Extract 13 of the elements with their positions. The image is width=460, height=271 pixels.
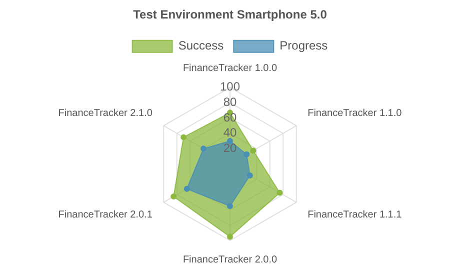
spoke-label: FinanceTracker 1.1.1 xyxy=(308,210,402,221)
spoke-label: FinanceTracker 1.0.0 xyxy=(182,63,278,74)
spoke-label: FinanceTracker 1.1.0 xyxy=(308,108,402,119)
spoke-label: FinanceTracker 2.1.0 xyxy=(58,108,153,119)
spoke-label: FinanceTracker 2.0.1 xyxy=(58,210,153,221)
y-tick-label: 40 xyxy=(223,126,237,140)
legend-label: Progress xyxy=(280,38,328,53)
y-tick-label: 80 xyxy=(223,95,237,110)
y-tick-label: 20 xyxy=(223,140,237,155)
y-tick-label: 100 xyxy=(220,80,240,94)
spoke-label: FinanceTracker 2.0.0 xyxy=(182,254,278,266)
chart-title: Test Environment Smartphone 5.0 xyxy=(133,8,328,22)
legend-label: Success xyxy=(178,38,224,53)
